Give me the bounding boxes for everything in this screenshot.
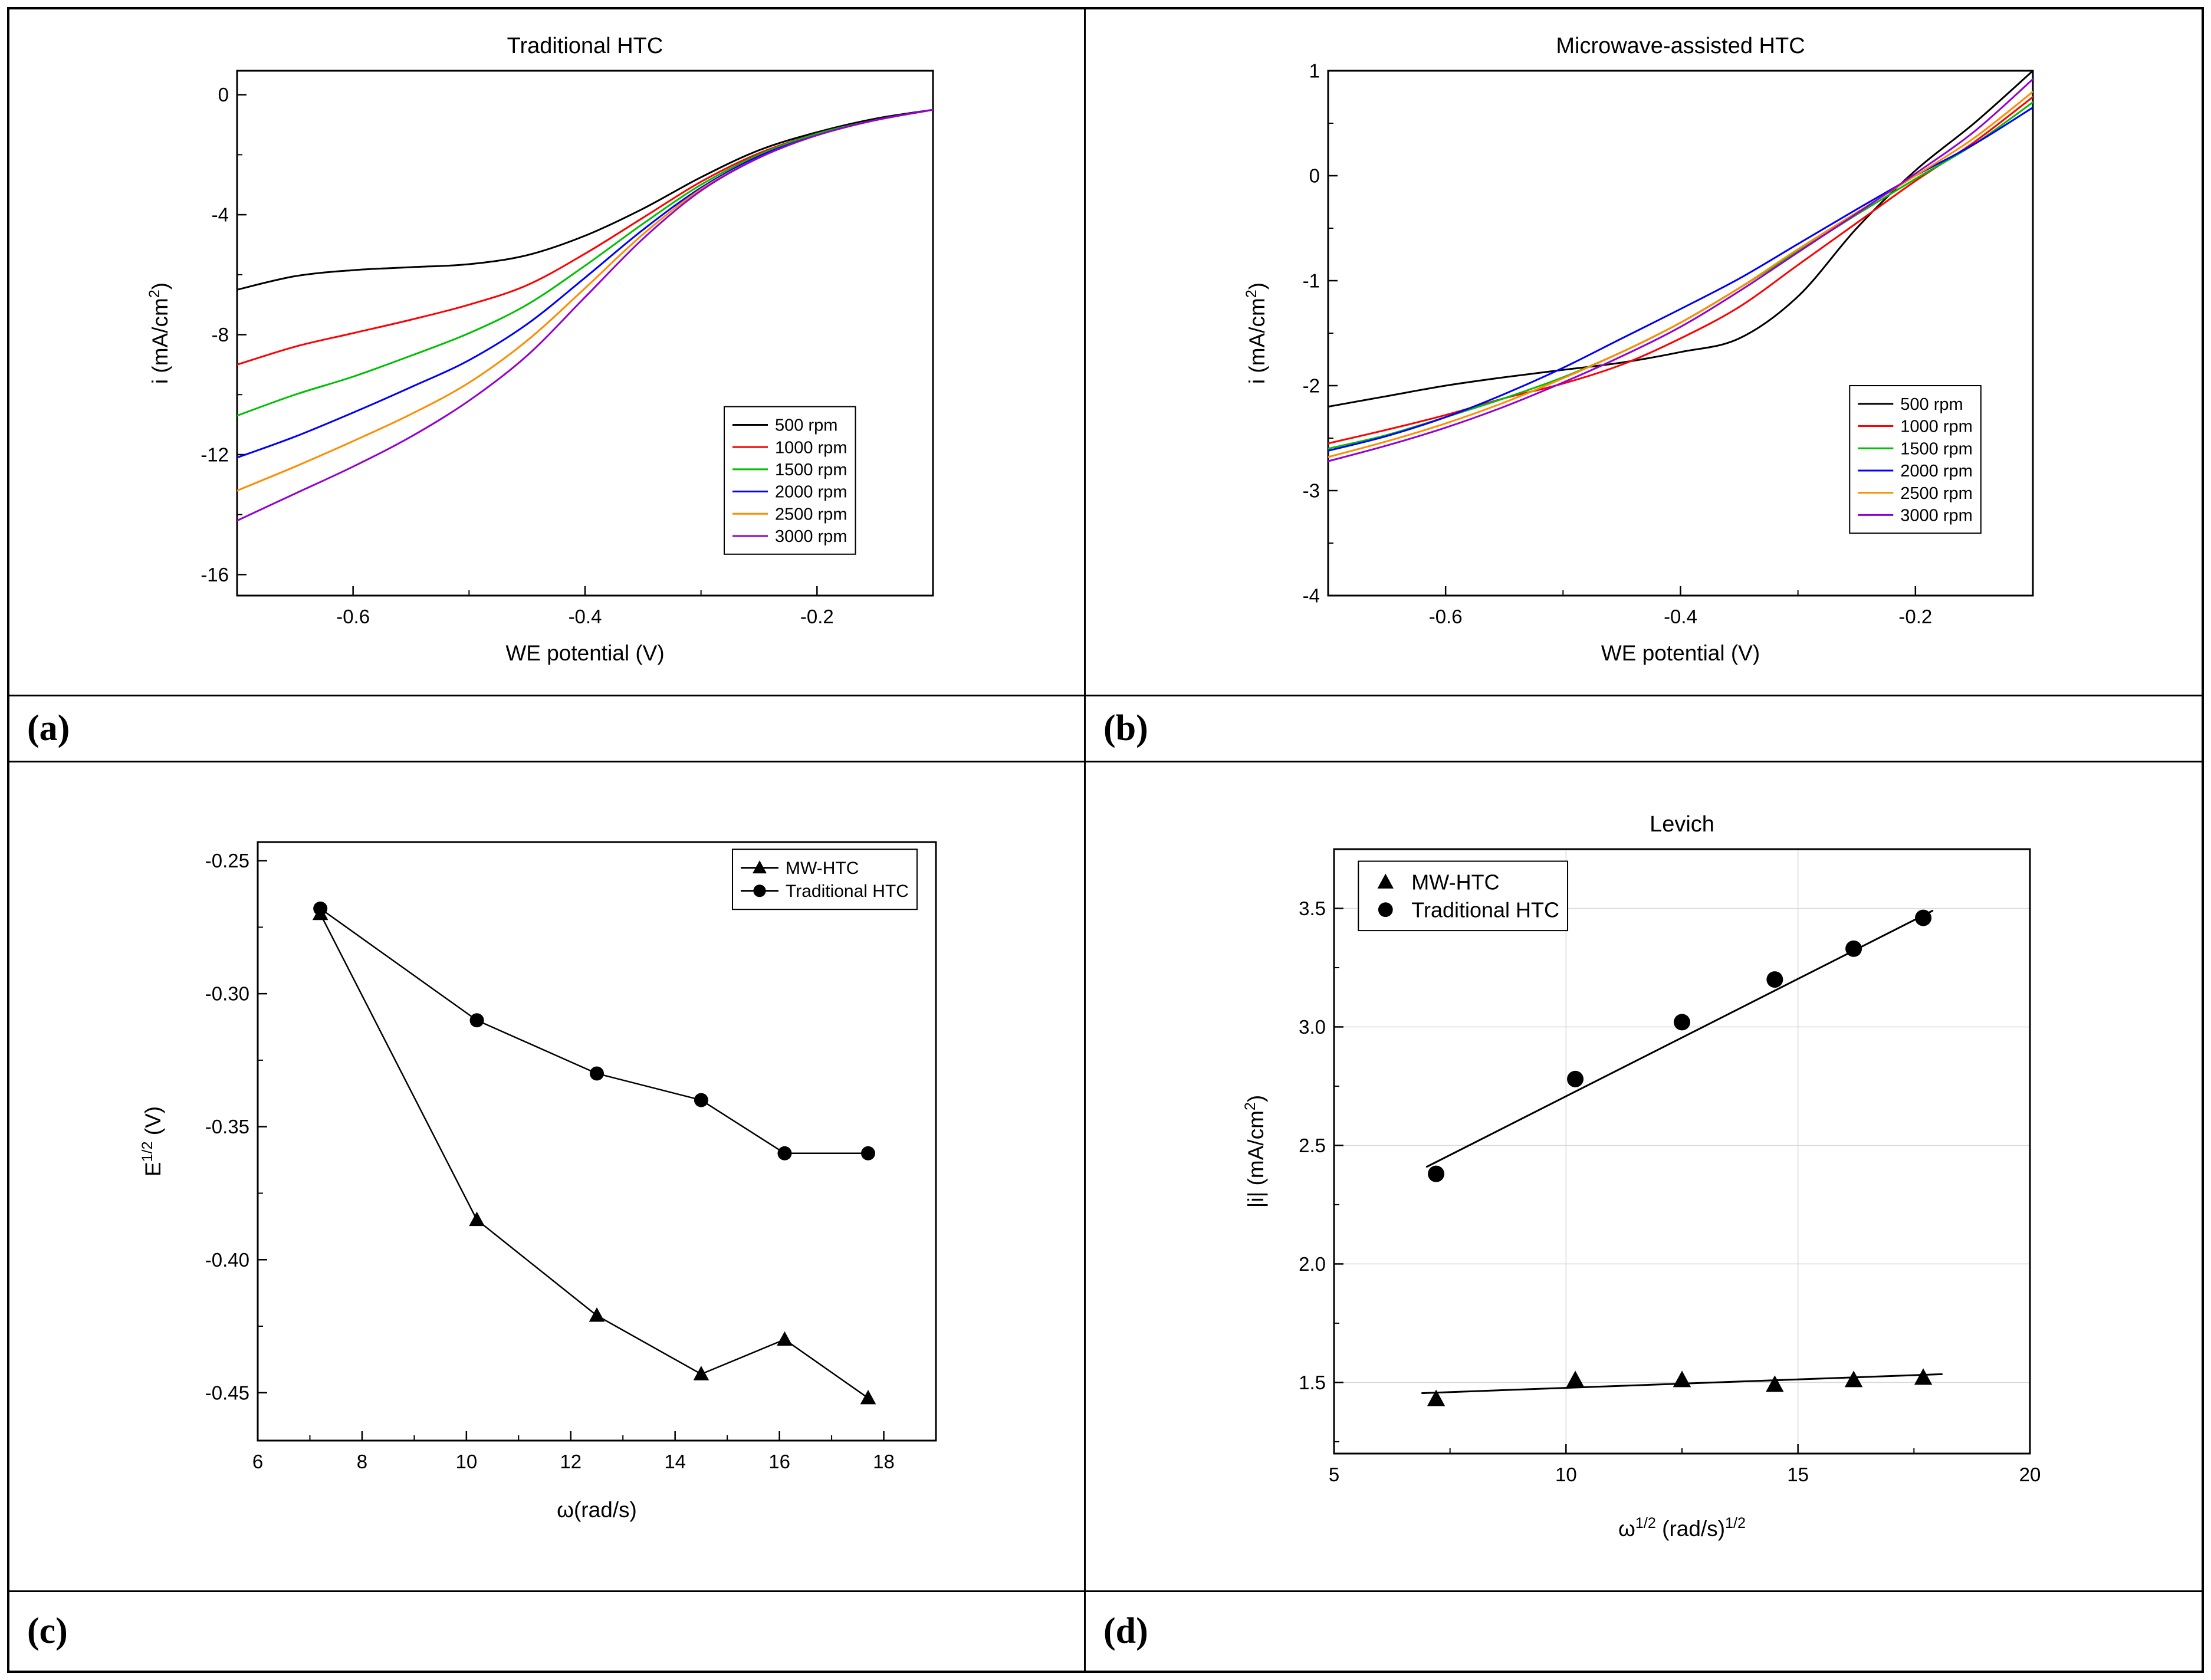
svg-text:-0.6: -0.6 [336,606,370,627]
svg-text:-16: -16 [201,563,229,585]
svg-text:MW-HTC: MW-HTC [1411,870,1499,895]
svg-text:3000 rpm: 3000 rpm [775,527,847,546]
svg-text:Traditional HTC: Traditional HTC [1411,897,1559,922]
svg-text:-12: -12 [201,443,229,465]
svg-text:Microwave-assisted HTC: Microwave-assisted HTC [1556,34,1805,58]
svg-text:ω1/2 (rad/s)1/2: ω1/2 (rad/s)1/2 [1618,1515,1746,1541]
svg-text:E1/2 (V): E1/2 (V) [139,1106,165,1176]
svg-text:ω(rad/s): ω(rad/s) [557,1498,637,1522]
svg-text:0: 0 [1309,165,1320,186]
panel-c-letter: (c) [27,1611,68,1651]
svg-text:1500 rpm: 1500 rpm [1900,439,1973,458]
chart-a-traditional-htc: -0.6 -0.4 -0.2 -16 -12 -8 -4 0 WE potential (V) i… [146,34,934,665]
svg-text:-8: -8 [212,324,229,346]
panel-d-label-cell: (d) [1086,1592,2202,1671]
svg-text:-0.4: -0.4 [1664,606,1697,627]
svg-text:18: 18 [873,1451,895,1472]
svg-text:1: 1 [1309,60,1320,81]
panel-a-plot: -0.6 -0.4 -0.2 -16 -12 -8 -4 0 WE potential (V) i… [9,9,1086,696]
svg-text:Traditional HTC: Traditional HTC [507,34,663,58]
svg-text:0: 0 [218,84,229,106]
svg-text:10: 10 [455,1451,477,1472]
svg-text:-0.40: -0.40 [205,1248,249,1270]
panel-c-label-cell: (c) [9,1592,1086,1671]
svg-text:WE potential (V): WE potential (V) [505,641,664,665]
chart-c-halfwave-potential: 6 8 10 12 14 16 18 -0.45 -0.40 -0.35 -0.30 -0.25 ω(r… [139,841,937,1522]
svg-text:2500 rpm: 2500 rpm [775,505,847,524]
svg-text:-0.2: -0.2 [800,606,834,627]
figure-frame: -0.6 -0.4 -0.2 -16 -12 -8 -4 0 WE potential (V) i… [7,7,2204,1673]
svg-text:-0.6: -0.6 [1429,606,1463,627]
svg-text:500 rpm: 500 rpm [1900,395,1963,414]
svg-text:8: 8 [357,1451,367,1472]
panel-d-plot: 5 10 15 20 1.5 2.0 2.5 3.0 3.5 ω1/2 (rad/s)1/2 |i|… [1086,762,2202,1592]
svg-text:i (mA/cm2): i (mA/cm2) [146,282,172,383]
chart-b-microwave-htc: -0.6 -0.4 -0.2 -4 -3 -2 -1 0 1 WE potential (V) i … [1243,34,2034,665]
panel-c-plot: 6 8 10 12 14 16 18 -0.45 -0.40 -0.35 -0.30 -0.25 ω(r… [9,762,1086,1592]
svg-text:1500 rpm: 1500 rpm [775,461,847,479]
svg-text:2.0: 2.0 [1299,1253,1326,1275]
svg-text:Levich: Levich [1650,812,1714,837]
svg-text:1.5: 1.5 [1299,1372,1326,1393]
svg-text:WE potential (V): WE potential (V) [1601,641,1760,665]
svg-text:|i| (mA/cm2): |i| (mA/cm2) [1242,1095,1268,1208]
svg-text:15: 15 [1787,1464,1809,1485]
panel-d-letter: (d) [1103,1611,1148,1651]
svg-text:2500 rpm: 2500 rpm [1900,484,1973,502]
svg-text:-2: -2 [1303,374,1320,396]
panel-a-label-cell: (a) [9,696,1086,762]
svg-text:10: 10 [1555,1464,1577,1485]
panel-a-letter: (a) [27,708,70,748]
panel-b-letter: (b) [1103,708,1148,748]
svg-text:14: 14 [664,1451,686,1472]
svg-text:-0.45: -0.45 [205,1382,249,1403]
svg-text:i (mA/cm2): i (mA/cm2) [1243,282,1269,383]
svg-text:1000 rpm: 1000 rpm [775,438,847,457]
svg-text:3000 rpm: 3000 rpm [1900,506,1973,525]
svg-text:-0.25: -0.25 [205,850,249,872]
svg-text:-1: -1 [1303,269,1320,291]
svg-text:Traditional HTC: Traditional HTC [786,882,909,901]
panel-b-label-cell: (b) [1086,696,2202,762]
svg-text:2000 rpm: 2000 rpm [775,482,847,501]
svg-text:-0.4: -0.4 [569,606,602,627]
svg-text:2.5: 2.5 [1299,1135,1326,1156]
svg-text:-4: -4 [1303,584,1320,606]
svg-text:-0.35: -0.35 [205,1116,249,1137]
chart-d-levich: 5 10 15 20 1.5 2.0 2.5 3.0 3.5 ω1/2 (rad/s)1/2 |i|… [1242,812,2041,1541]
svg-text:6: 6 [252,1451,263,1472]
svg-text:3.0: 3.0 [1299,1016,1326,1038]
svg-text:5: 5 [1329,1464,1339,1485]
svg-text:-0.30: -0.30 [205,982,249,1004]
svg-text:-0.2: -0.2 [1898,606,1932,627]
svg-text:1000 rpm: 1000 rpm [1900,417,1973,436]
panel-b-plot: -0.6 -0.4 -0.2 -4 -3 -2 -1 0 1 WE potential (V) i … [1086,9,2202,696]
svg-text:3.5: 3.5 [1299,897,1326,919]
svg-text:2000 rpm: 2000 rpm [1900,462,1973,481]
svg-text:-4: -4 [212,203,229,225]
svg-text:20: 20 [2019,1464,2041,1485]
svg-text:MW-HTC: MW-HTC [786,859,859,878]
svg-text:16: 16 [768,1451,790,1472]
svg-text:12: 12 [560,1451,582,1472]
svg-text:500 rpm: 500 rpm [775,416,837,435]
svg-text:-3: -3 [1303,479,1320,501]
